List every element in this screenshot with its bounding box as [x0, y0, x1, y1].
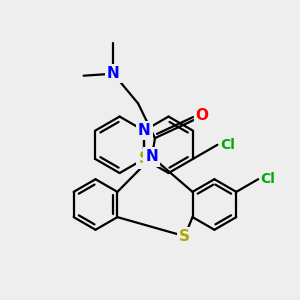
Text: N: N	[146, 149, 158, 164]
Text: S: S	[179, 229, 190, 244]
Text: Cl: Cl	[260, 172, 275, 186]
Text: N: N	[107, 66, 120, 81]
Text: Cl: Cl	[220, 138, 235, 152]
Text: N: N	[138, 123, 150, 138]
Text: S: S	[139, 152, 150, 166]
Text: O: O	[196, 108, 208, 123]
